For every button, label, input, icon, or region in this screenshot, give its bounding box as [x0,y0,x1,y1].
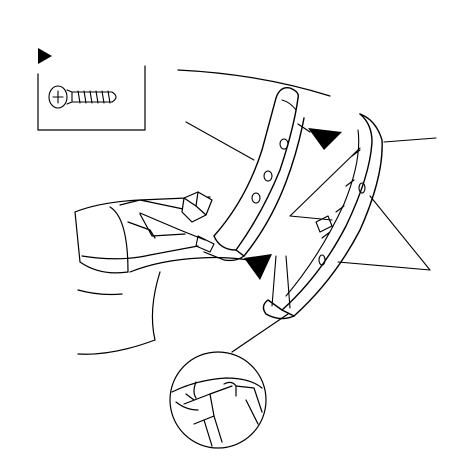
legend-box [38,66,145,130]
vehicle-body [75,70,330,354]
marker-triangle-icon [244,254,272,280]
left-trim-panel [196,88,304,261]
clip-detail-callout [170,314,288,448]
screw-location-markers [244,124,342,280]
pan-head-screw-icon [49,86,116,108]
leader-lines [186,122,436,308]
marker-triangle-icon [308,128,342,150]
clip-hole [252,139,288,203]
right-trim-panel [263,114,382,319]
clip-slot [316,150,365,265]
legend-triangle-icon [38,48,52,64]
legend [38,48,145,130]
marker-arrow [298,124,310,132]
